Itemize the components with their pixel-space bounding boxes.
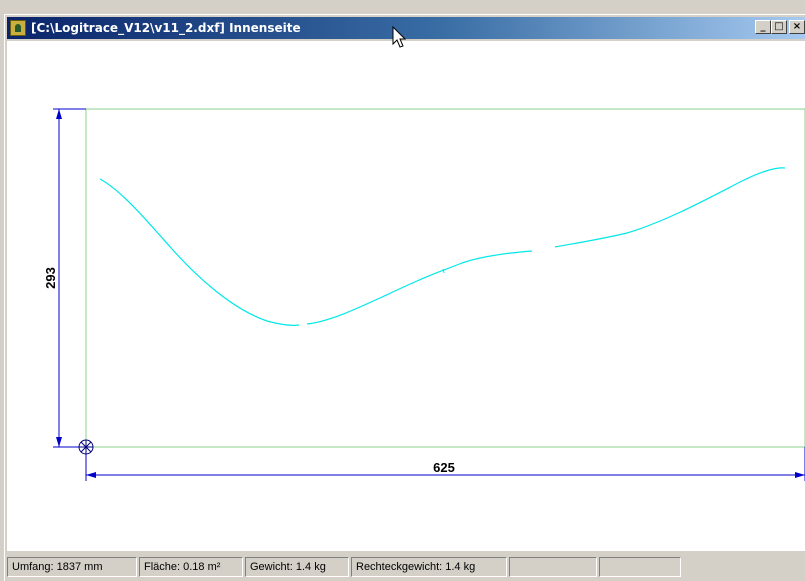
curve-tick [442,268,445,274]
drawing-canvas[interactable]: 293 625 [7,41,805,551]
close-button[interactable]: × [789,20,805,34]
drawing-svg: 293 625 [43,108,805,481]
status-empty-2 [599,556,681,577]
outline-rectangle [85,108,805,448]
origin-marker-icon [78,439,94,455]
contour-curve [99,167,786,326]
minimize-button[interactable]: _ [755,20,771,34]
window-controls: _ □ × [755,20,805,34]
status-flaeche: Fläche: 0.18 m² [139,556,243,577]
status-rechteckgewicht: Rechteckgewicht: 1.4 kg [351,556,507,577]
maximize-button[interactable]: □ [771,20,787,34]
dim-arrow-left [86,472,96,478]
app-icon[interactable] [10,20,26,36]
title-bar[interactable]: [C:\Logitrace_V12\v11_2.dxf] Innenseite … [7,17,805,39]
status-gewicht: Gewicht: 1.4 kg [245,556,349,577]
dim-arrow-bottom [56,437,62,447]
status-empty-1 [509,556,597,577]
app-window: [C:\Logitrace_V12\v11_2.dxf] Innenseite … [4,14,805,581]
height-dimension-label: 293 [43,267,58,289]
dim-arrow-top [56,109,62,119]
mouse-cursor-icon [392,26,407,48]
status-umfang: Umfang: 1837 mm [7,556,137,577]
dim-arrow-right [795,472,805,478]
window-title: [C:\Logitrace_V12\v11_2.dxf] Innenseite [31,21,301,35]
status-bar: Umfang: 1837 mm Fläche: 0.18 m² Gewicht:… [7,553,805,580]
width-dimension-label: 625 [433,460,455,475]
